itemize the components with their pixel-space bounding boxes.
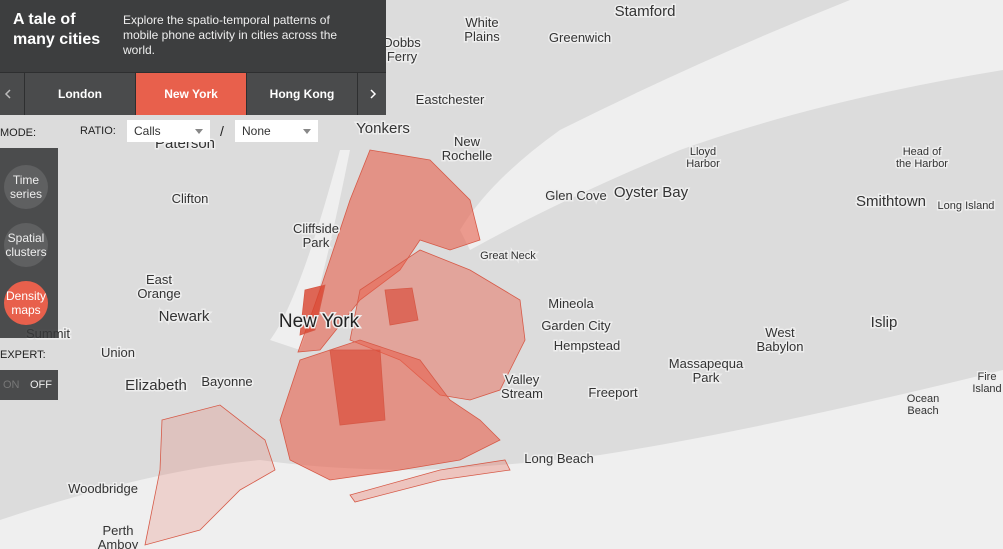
place-label: West Babylon: [757, 325, 804, 354]
app-description: Explore the spatio-temporal patterns of …: [123, 13, 338, 57]
place-label: Freeport: [588, 385, 638, 400]
region: [299, 284, 326, 336]
place-label: Glen Cove: [545, 188, 606, 203]
place-label: Hempstead: [554, 338, 620, 353]
header-panel: A tale of many cities Explore the spatio…: [0, 0, 386, 115]
place-label: East Orange: [137, 272, 180, 301]
next-button[interactable]: [357, 73, 387, 115]
place-label: Eastchester: [416, 92, 485, 107]
place-label: Bayonne: [201, 374, 252, 389]
place-label: Ocean Beach: [907, 393, 939, 417]
toggle-off: OFF: [30, 379, 52, 391]
city-tabs: London New York Hong Kong: [0, 72, 386, 115]
place-label: New York: [279, 311, 360, 332]
region: [144, 404, 276, 546]
mode-label: MODE:: [0, 127, 37, 139]
place-label: Massapequa Park: [669, 356, 744, 385]
place-label: Smithtown: [856, 193, 926, 210]
place-label: Newark: [159, 308, 210, 325]
place-label: Lloyd Harbor: [686, 146, 720, 170]
place-label: Perth Amboy: [98, 523, 139, 549]
place-label: Mineola: [548, 296, 594, 311]
region: [329, 349, 386, 426]
ratio-separator: /: [220, 123, 224, 139]
place-label: Head of the Harbor: [896, 146, 948, 170]
numerator-select[interactable]: Calls: [127, 120, 210, 142]
place-label: Clifton: [172, 191, 209, 206]
city-tab[interactable]: Hong Kong: [246, 73, 357, 115]
next-arrow: [370, 89, 377, 99]
city-tab[interactable]: London: [24, 73, 135, 115]
mode-button[interactable]: Density maps: [4, 281, 48, 325]
place-label: Union: [101, 345, 135, 360]
place-label: Garden City: [541, 318, 611, 333]
place-label: Greenwich: [549, 30, 611, 45]
place-label: Stamford: [615, 3, 676, 20]
place-label: Fire Island: [972, 371, 1001, 395]
toggle-on: ON: [3, 379, 20, 391]
mode-button[interactable]: Spatial clusters: [4, 223, 48, 267]
prev-arrow[interactable]: [4, 89, 14, 99]
place-label: Valley Stream: [501, 372, 543, 401]
place-label: Woodbridge: [68, 481, 138, 496]
place-label: Long Beach: [524, 451, 593, 466]
expert-label: EXPERT:: [0, 349, 46, 361]
place-label: Dobbs Ferry: [383, 35, 421, 64]
place-label: Elizabeth: [125, 377, 187, 394]
expert-toggle[interactable]: ON OFF: [0, 370, 58, 400]
region: [349, 459, 511, 503]
river: [270, 150, 350, 350]
place-label: Yonkers: [356, 120, 410, 137]
denominator-select[interactable]: None: [235, 120, 318, 142]
app-title: A tale of many cities: [13, 11, 101, 48]
place-label: Long Island: [938, 200, 995, 212]
place-label: Great Neck: [480, 250, 536, 262]
region: [384, 287, 419, 326]
city-tab[interactable]: New York: [135, 73, 246, 115]
place-label: New Rochelle: [442, 134, 493, 163]
place-label: Cliffside Park: [293, 221, 339, 250]
place-label: Oyster Bay: [614, 184, 689, 201]
mode-panel: Time series Spatial clusters Density map…: [0, 148, 58, 338]
sound: [460, 0, 1003, 250]
place-label: Islip: [871, 314, 898, 331]
mode-button[interactable]: Time series: [4, 165, 48, 209]
ocean: [0, 370, 1003, 549]
ratio-label: RATIO:: [80, 125, 116, 137]
choropleth: [144, 149, 526, 546]
place-label: White Plains: [464, 15, 500, 44]
